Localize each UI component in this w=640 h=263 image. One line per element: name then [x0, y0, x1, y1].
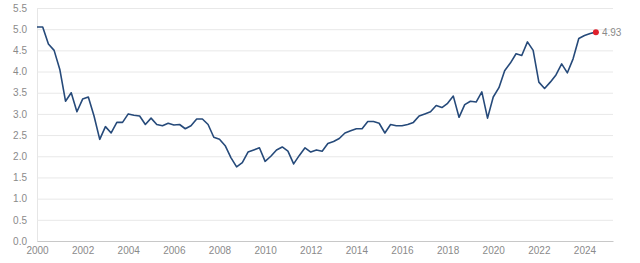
- grid-line: [37, 241, 613, 242]
- x-tick: 2018: [437, 241, 460, 256]
- x-tick-label: 2002: [72, 245, 95, 256]
- x-tick-label: 2006: [163, 245, 186, 256]
- x-tick-label: 2014: [346, 245, 369, 256]
- x-tick: 2000: [26, 241, 49, 256]
- y-tick-label: 0.0: [13, 236, 27, 247]
- y-tick: 3.0: [13, 109, 613, 120]
- x-tick: 2020: [483, 241, 506, 256]
- y-tick-label: 2.0: [13, 151, 27, 162]
- y-tick-label: 5.0: [13, 24, 27, 35]
- x-axis: 2000 2002 2004 2006 2008 2010 2012 2014 2016 2018…: [26, 241, 613, 256]
- x-tick-label: 2024: [574, 245, 597, 256]
- x-tick-label: 2012: [300, 245, 323, 256]
- y-tick: 0.5: [13, 215, 613, 226]
- y-tick-label: 1.0: [13, 193, 27, 204]
- grid-line: [37, 156, 613, 157]
- grid-line: [37, 135, 613, 136]
- x-axis-line: [38, 241, 614, 242]
- x-tick-label: 2010: [254, 245, 277, 256]
- x-tick-label: 2020: [483, 245, 506, 256]
- grid-line: [37, 93, 613, 94]
- x-tick: 2002: [72, 241, 95, 256]
- x-tick-label: 2018: [437, 245, 460, 256]
- y-tick: 3.5: [13, 87, 613, 98]
- y-tick-label: 4.0: [13, 66, 27, 77]
- x-tick-label: 2008: [209, 245, 232, 256]
- y-tick: 5.5: [13, 3, 613, 14]
- chart: 0.0 0.5 1.0 1.5 2.0 2.5 3.0 3.5 4.0 4.5 5.0 5.5 2000…: [0, 0, 640, 263]
- x-tick: 2016: [391, 241, 414, 256]
- y-tick: 1.5: [13, 172, 613, 183]
- y-tick: 4.0: [13, 66, 613, 77]
- y-tick-label: 2.5: [13, 130, 27, 141]
- y-tick-label: 3.0: [13, 109, 27, 120]
- x-tick: 2006: [163, 241, 186, 256]
- y-tick: 5.0: [13, 24, 613, 35]
- grid-line: [37, 29, 613, 30]
- grid-line: [37, 220, 613, 221]
- grid-line: [37, 8, 613, 9]
- grid-line: [37, 50, 613, 51]
- y-axis-line: [38, 9, 614, 242]
- y-tick-label: 1.5: [13, 172, 27, 183]
- x-tick-label: 2004: [118, 245, 141, 256]
- y-tick-label: 3.5: [13, 87, 27, 98]
- marks: [37, 27, 599, 167]
- x-tick: 2008: [209, 241, 232, 256]
- x-tick: 2024: [574, 241, 597, 256]
- x-tick-label: 2016: [391, 245, 414, 256]
- y-tick-label: 4.5: [13, 45, 27, 56]
- x-tick: 2022: [528, 241, 551, 256]
- annotation-label: 4.93: [602, 27, 622, 38]
- annotation-marker: [593, 29, 599, 35]
- y-tick: 1.0: [13, 193, 613, 204]
- grid-line: [37, 177, 613, 178]
- x-tick: 2010: [254, 241, 277, 256]
- x-tick: 2004: [118, 241, 141, 256]
- y-tick-label: 5.5: [13, 3, 27, 14]
- y-tick-label: 0.5: [13, 215, 27, 226]
- grid-line: [37, 199, 613, 200]
- x-tick-label: 2022: [528, 245, 551, 256]
- y-tick: 2.0: [13, 151, 613, 162]
- grid-line: [37, 114, 613, 115]
- x-tick: 2012: [300, 241, 323, 256]
- y-axis: 0.0 0.5 1.0 1.5 2.0 2.5 3.0 3.5 4.0 4.5 5.0 5.5: [13, 3, 613, 247]
- data-line: [37, 27, 596, 167]
- plot: 0.0 0.5 1.0 1.5 2.0 2.5 3.0 3.5 4.0 4.5 5.0 5.5 2000…: [13, 3, 622, 256]
- x-tick: 2014: [346, 241, 369, 256]
- grid-line: [37, 72, 613, 73]
- x-tick-label: 2000: [26, 245, 49, 256]
